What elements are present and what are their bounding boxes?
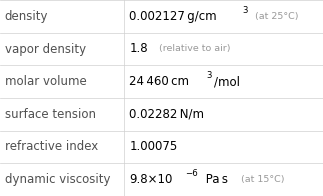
Text: refractive index: refractive index [5, 141, 98, 153]
Text: Pa s: Pa s [202, 173, 228, 186]
Text: vapor density: vapor density [5, 43, 86, 55]
Text: /mol: /mol [214, 75, 240, 88]
Text: surface tension: surface tension [5, 108, 96, 121]
Text: density: density [5, 10, 48, 23]
Text: (at 25°C): (at 25°C) [249, 12, 299, 21]
Text: 24 460 cm: 24 460 cm [129, 75, 189, 88]
Text: 1.8: 1.8 [129, 43, 148, 55]
Text: molar volume: molar volume [5, 75, 87, 88]
Text: 9.8×10: 9.8×10 [129, 173, 172, 186]
Text: −6: −6 [185, 169, 198, 178]
Text: dynamic viscosity: dynamic viscosity [5, 173, 110, 186]
Text: 1.00075: 1.00075 [129, 141, 177, 153]
Text: 3: 3 [242, 6, 248, 15]
Text: (at 15°C): (at 15°C) [235, 175, 285, 184]
Text: 3: 3 [207, 71, 212, 80]
Text: (relative to air): (relative to air) [153, 44, 231, 54]
Text: 0.02282 N/m: 0.02282 N/m [129, 108, 204, 121]
Text: 0.002127 g/cm: 0.002127 g/cm [129, 10, 217, 23]
